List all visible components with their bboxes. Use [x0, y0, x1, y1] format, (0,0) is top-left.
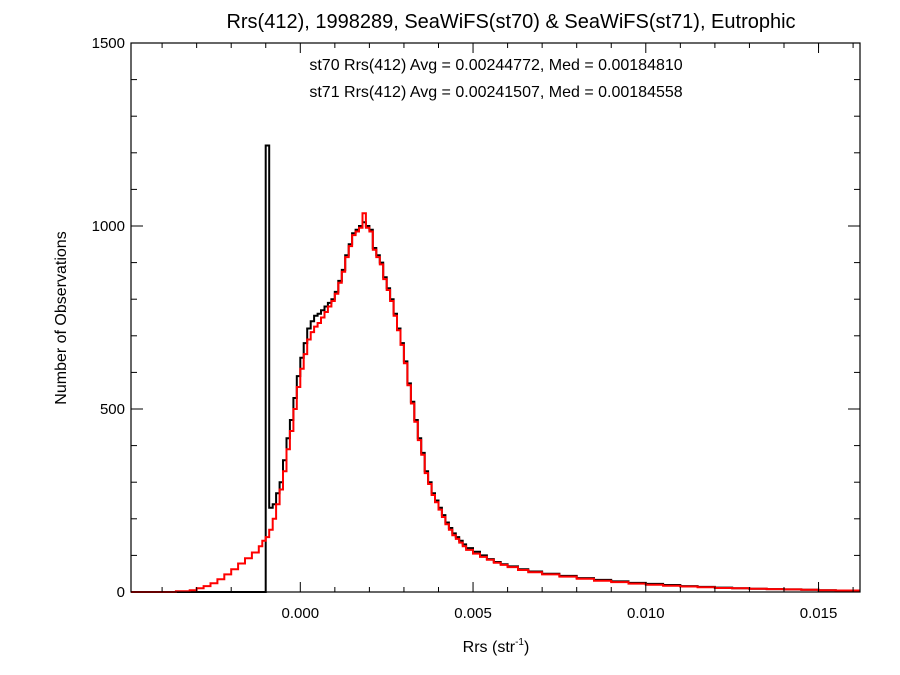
y-tick-label: 1500 [92, 35, 125, 52]
x-axis-label: Rrs (str-1) [463, 637, 530, 656]
x-tick-label: 0.015 [800, 605, 838, 622]
stat-st70: st70 Rrs(412) Avg = 0.00244772, Med = 0.… [309, 57, 682, 74]
x-axis-label-superscript: -1 [515, 637, 524, 648]
y-tick-label: 500 [100, 401, 125, 418]
series-layer [131, 144, 860, 593]
y-tick-label: 0 [117, 584, 125, 601]
chart-title: Rrs(412), 1998289, SeaWiFS(st70) & SeaWi… [226, 11, 795, 33]
x-axis-label-main: Rrs (str [463, 639, 516, 656]
stat-st71: st71 Rrs(412) Avg = 0.00241507, Med = 0.… [309, 84, 682, 101]
y-axis-label: Number of Observations [53, 231, 70, 404]
tick-layer: 0.000 0.005 0.010 0.015 0 500 1000 1500 [92, 35, 860, 622]
plot-frame [130, 42, 861, 593]
x-tick-label: 0.000 [282, 605, 320, 622]
x-tick-label: 0.010 [627, 605, 665, 622]
series-st70-line [131, 144, 860, 593]
x-axis-label-end: ) [524, 639, 529, 656]
x-tick-label: 0.005 [454, 605, 492, 622]
series-st71-line [131, 212, 860, 593]
y-tick-label: 1000 [92, 218, 125, 235]
